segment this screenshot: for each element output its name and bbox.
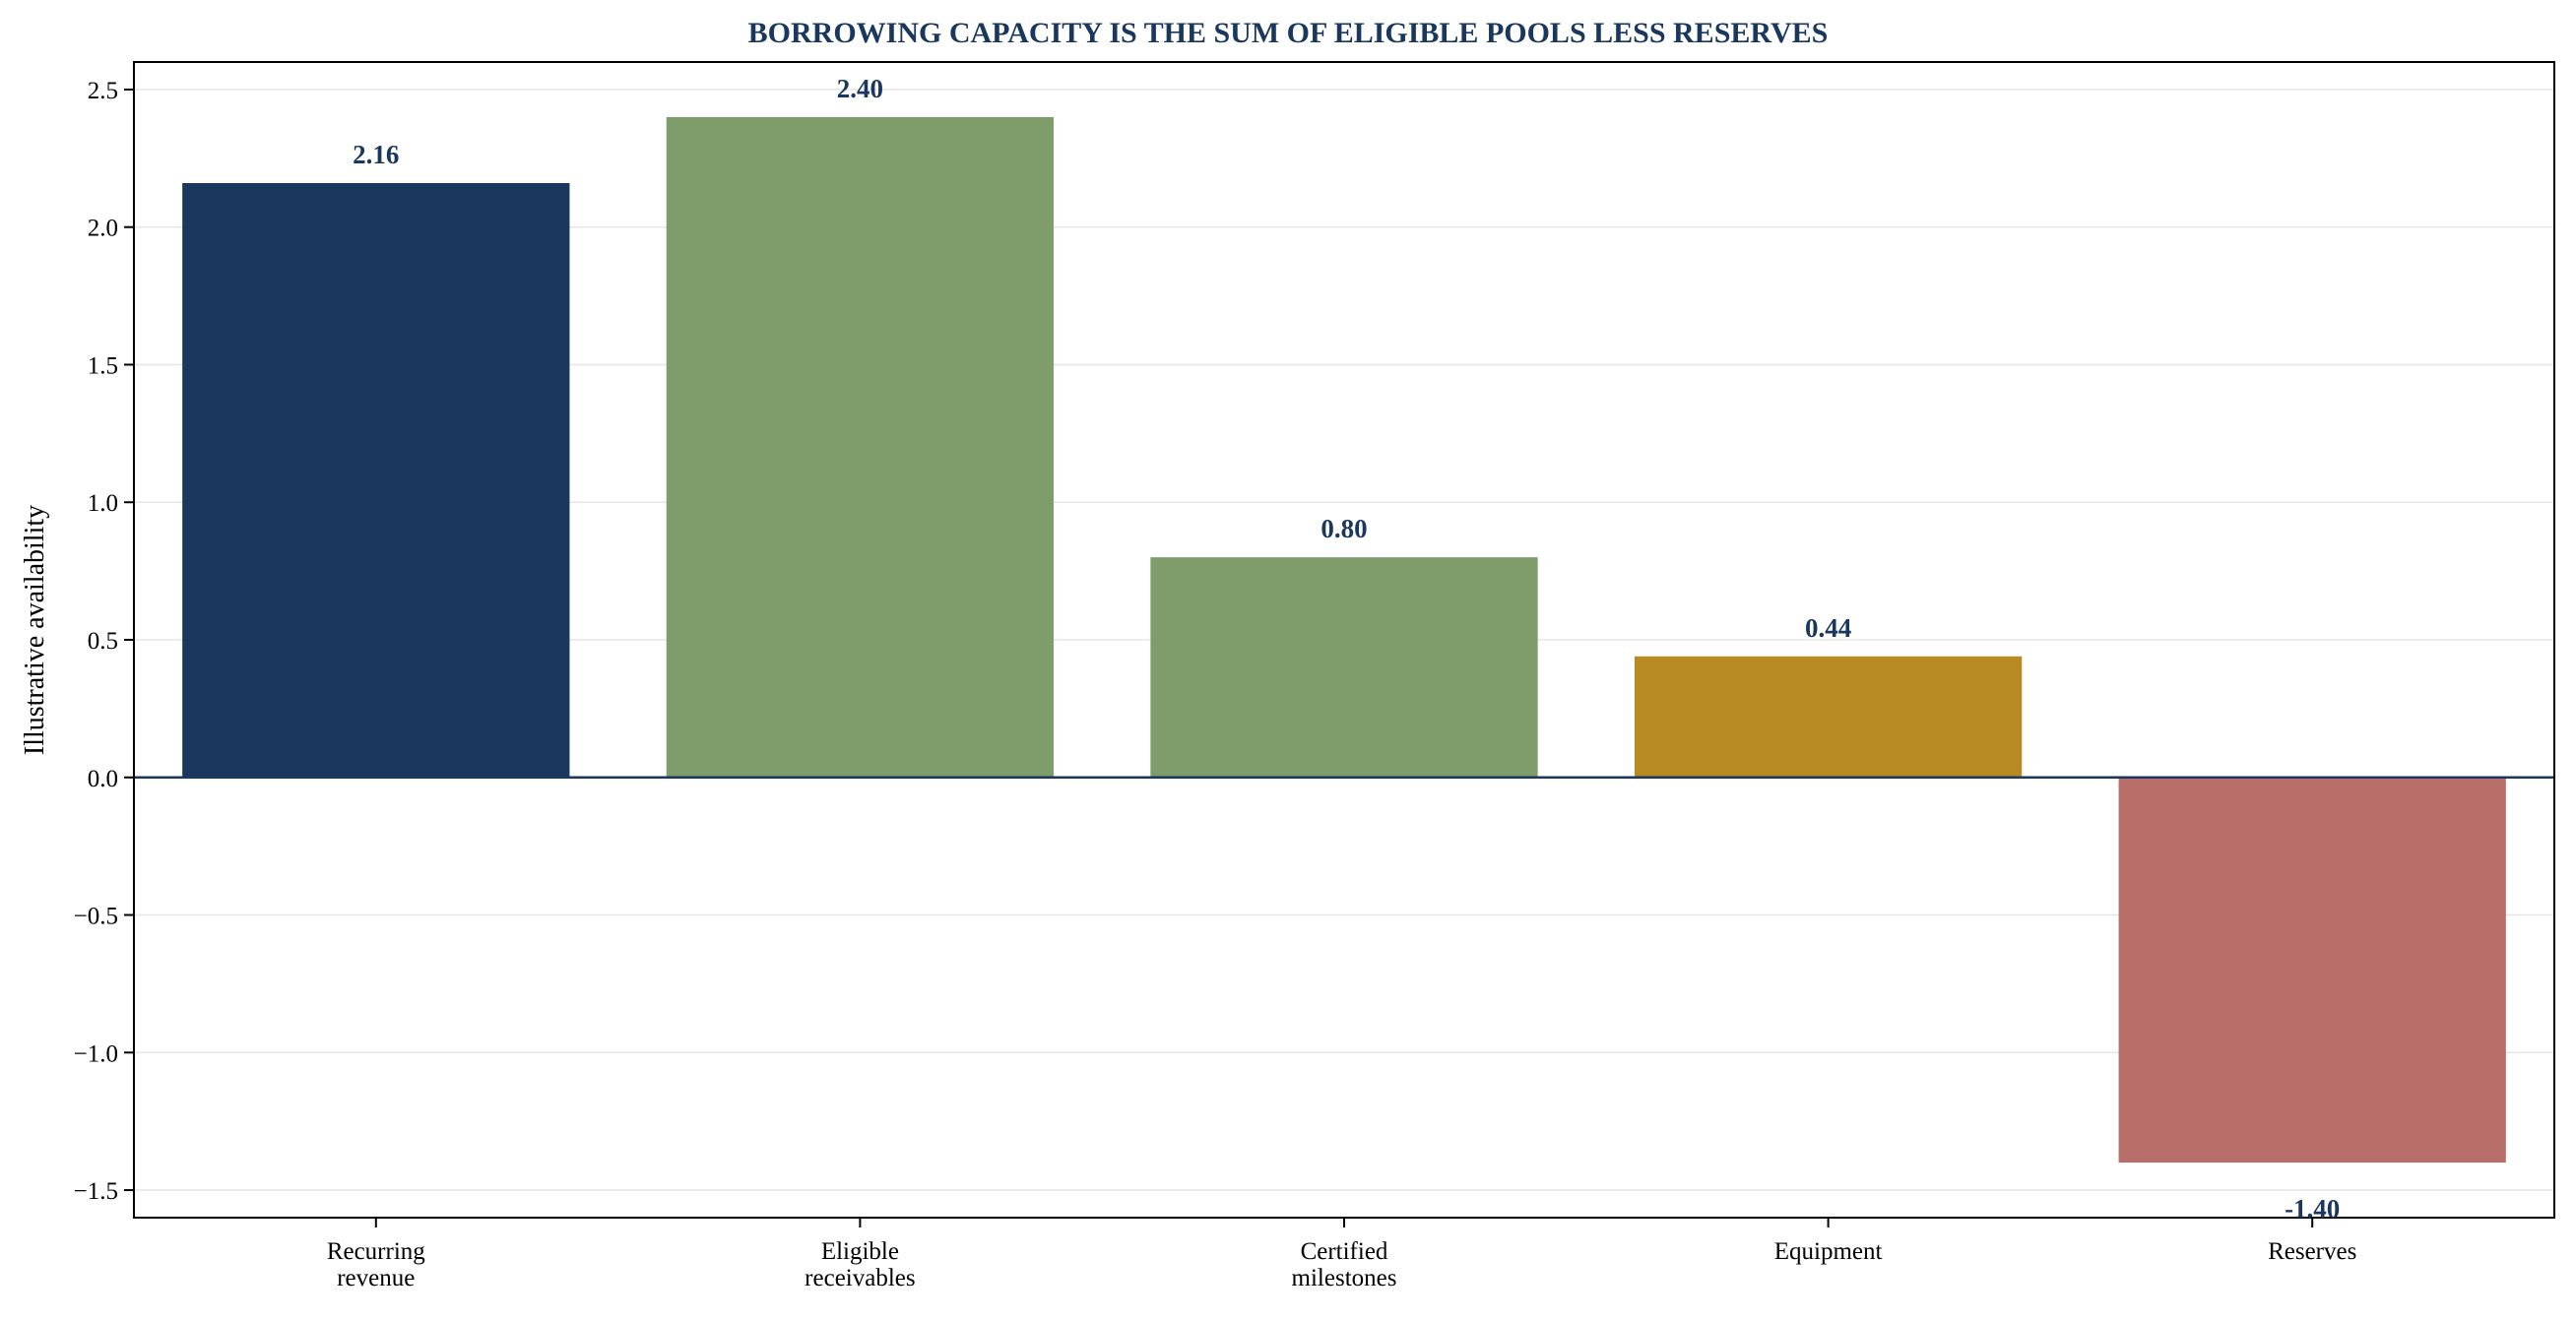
y-tick-label: 2.0: [88, 216, 118, 242]
data-label: 0.44: [1805, 613, 1851, 643]
y-tick-label: 0.0: [88, 766, 118, 792]
y-tick-label: −1.5: [74, 1178, 118, 1205]
y-tick-label: −0.5: [74, 904, 118, 930]
x-tick-label: Certified milestones: [1292, 1238, 1397, 1291]
y-tick-label: −1.0: [74, 1040, 118, 1067]
x-tick-label: Reserves: [2268, 1238, 2356, 1265]
data-label: -1.40: [2285, 1194, 2340, 1224]
y-tick-label: 1.5: [88, 352, 118, 379]
y-axis: 2.5 2.0 1.5 1.0 0.5 0.0 −0.5 −1.0 −1.5: [74, 78, 134, 1205]
bar: [2118, 777, 2506, 1164]
y-tick-label: 1.0: [88, 490, 118, 517]
chart-title: BORROWING CAPACITY IS THE SUM OF ELIGIBL…: [748, 17, 1829, 49]
bar: [182, 182, 570, 778]
x-tick-label: Eligible receivables: [805, 1238, 915, 1291]
bar: [1634, 656, 2023, 778]
data-label: 2.40: [837, 74, 883, 103]
bars: [182, 116, 2506, 1164]
data-label: 0.80: [1320, 514, 1367, 543]
y-tick-label: 2.5: [88, 78, 118, 104]
y-axis-label: Illustrative availability: [20, 505, 50, 755]
x-tick-label: Equipment: [1774, 1238, 1883, 1265]
bar: [1150, 557, 1538, 778]
data-labels: 2.16 2.40 0.80 0.44 -1.40: [353, 74, 2340, 1224]
data-label: 2.16: [353, 140, 399, 169]
y-tick-label: 0.5: [88, 628, 118, 655]
x-axis: Recurring revenue Eligible receivables Certi…: [327, 1218, 2356, 1291]
bar: [666, 116, 1055, 778]
x-tick-label: Recurring revenue: [327, 1238, 425, 1291]
